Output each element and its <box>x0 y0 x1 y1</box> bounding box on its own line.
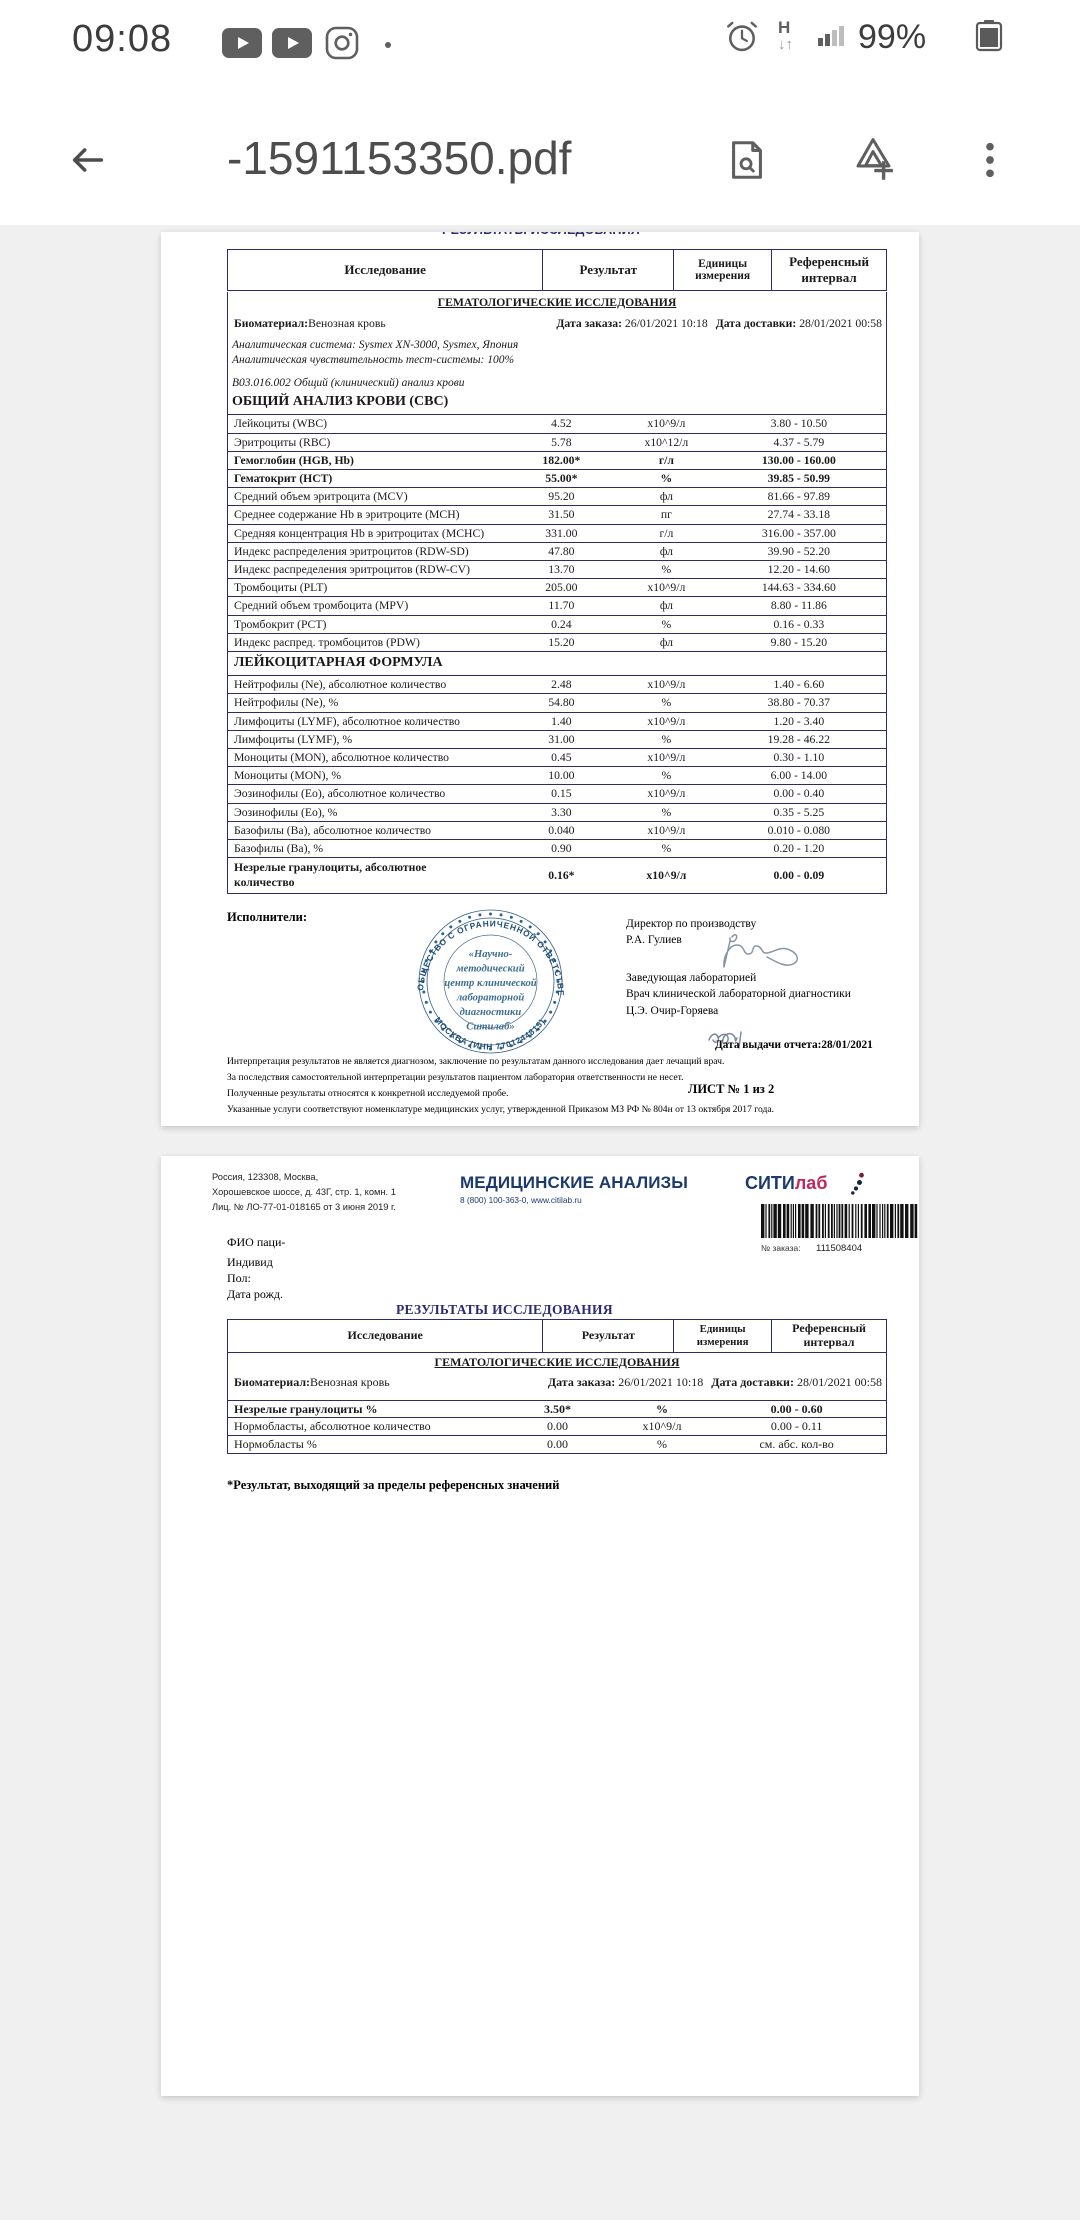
svg-text:лабораторной: лабораторной <box>456 993 525 1004</box>
svg-text:центр клинической: центр клинической <box>444 978 536 989</box>
svg-text:«Научно-: «Научно- <box>469 949 513 960</box>
svg-text:МОСКВА (ИНН 7701244815): МОСКВА (ИНН 7701244815) <box>433 1015 547 1052</box>
svg-text:Ситилаб»: Ситилаб» <box>466 1022 514 1033</box>
svg-text:диагностики: диагностики <box>460 1007 522 1018</box>
svg-text:методический: методический <box>455 964 524 975</box>
